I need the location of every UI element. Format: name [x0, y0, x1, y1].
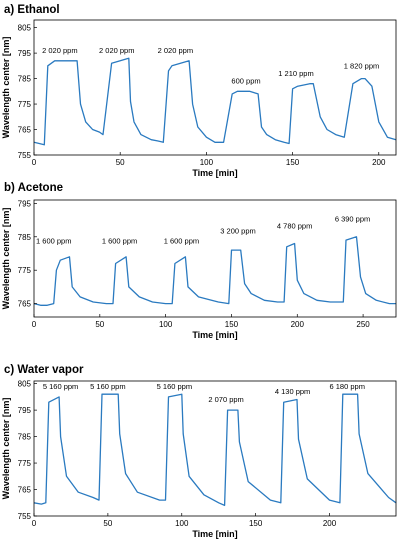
series-line	[33, 393, 397, 507]
y-tick-label: 765	[18, 300, 32, 309]
panel-acetone: b) Acetone 765 775 785 795 0 50 100 150 200 250 Ti…	[1, 182, 397, 340]
y-tick-label: 795	[18, 199, 32, 208]
concentration-label: 4 130 ppm	[275, 387, 310, 396]
y-tick-label: 765	[18, 486, 32, 495]
concentration-label: 1 210 ppm	[278, 69, 313, 78]
x-tick-label: 100	[200, 158, 214, 167]
y-tick-label: 755	[18, 151, 32, 160]
x-tick-label: 200	[372, 158, 386, 167]
x-tick-label: 0	[32, 158, 37, 167]
x-tick-label: 50	[116, 158, 125, 167]
x-tick-label: 100	[175, 519, 189, 528]
concentration-label: 1 820 ppm	[344, 61, 379, 70]
concentration-label: 2 020 ppm	[42, 46, 77, 55]
y-tick-label: 795	[18, 49, 32, 58]
concentration-label: 3 200 ppm	[220, 226, 255, 235]
plot-frame	[33, 19, 397, 156]
concentration-label: 2 020 ppm	[99, 46, 134, 55]
x-tick-label: 0	[32, 320, 37, 329]
x-tick-label: 100	[159, 320, 173, 329]
y-tick-label: 775	[18, 100, 32, 109]
concentration-label: 5 160 ppm	[157, 382, 192, 391]
y-tick-label: 785	[18, 75, 32, 84]
y-tick-label: 785	[18, 233, 32, 242]
plot-frame	[33, 380, 397, 517]
x-tick-label: 200	[291, 320, 305, 329]
panel-title: b) Acetone	[4, 182, 63, 194]
concentration-label: 5 160 ppm	[90, 382, 125, 391]
panel-ethanol: a) Ethanol 755 765 775 785 795 805 0 50 100 150 20…	[1, 4, 397, 178]
x-tick-label: 0	[32, 519, 37, 528]
x-axis-title: Time [min]	[192, 168, 237, 178]
concentration-label: 1 600 ppm	[164, 236, 199, 245]
y-tick-label: 795	[18, 406, 32, 415]
y-tick-label: 805	[18, 380, 32, 389]
x-axis-title: Time [min]	[192, 330, 237, 340]
x-tick-label: 150	[286, 158, 300, 167]
panel-title: a) Ethanol	[4, 4, 60, 16]
x-axis-title: Time [min]	[192, 529, 237, 539]
y-tick-label: 775	[18, 459, 32, 468]
concentration-label: 4 780 ppm	[277, 221, 312, 230]
concentration-label: 2 070 ppm	[208, 395, 243, 404]
concentration-label: 1 600 ppm	[102, 236, 137, 245]
x-tick-label: 150	[225, 320, 239, 329]
y-tick-label: 775	[18, 266, 32, 275]
y-tick-label: 785	[18, 433, 32, 442]
concentration-label: 600 ppm	[231, 77, 260, 86]
series-line	[33, 57, 397, 146]
x-tick-label: 250	[356, 320, 370, 329]
x-tick-label: 50	[95, 320, 104, 329]
y-axis-title: Wavelength center [nm]	[1, 398, 11, 500]
panel-water-vapor: c) Water vapor 755 765 775 785 795 805 0 50 100 1…	[1, 364, 397, 539]
series-line	[33, 236, 396, 306]
concentration-label: 2 020 ppm	[158, 46, 193, 55]
x-tick-label: 50	[103, 519, 112, 528]
panel-title: c) Water vapor	[4, 364, 84, 376]
concentration-label: 6 180 ppm	[330, 382, 365, 391]
concentration-label: 1 600 ppm	[36, 236, 71, 245]
y-tick-label: 805	[18, 24, 32, 33]
y-axis-title: Wavelength center [nm]	[1, 37, 11, 139]
concentration-label: 6 390 ppm	[335, 215, 370, 224]
y-tick-label: 755	[18, 512, 32, 521]
concentration-label: 5 160 ppm	[43, 382, 78, 391]
plot-frame	[33, 199, 397, 318]
y-axis-title: Wavelength center [nm]	[1, 208, 11, 310]
x-tick-label: 200	[323, 519, 337, 528]
y-tick-label: 765	[18, 126, 32, 135]
x-tick-label: 150	[249, 519, 263, 528]
